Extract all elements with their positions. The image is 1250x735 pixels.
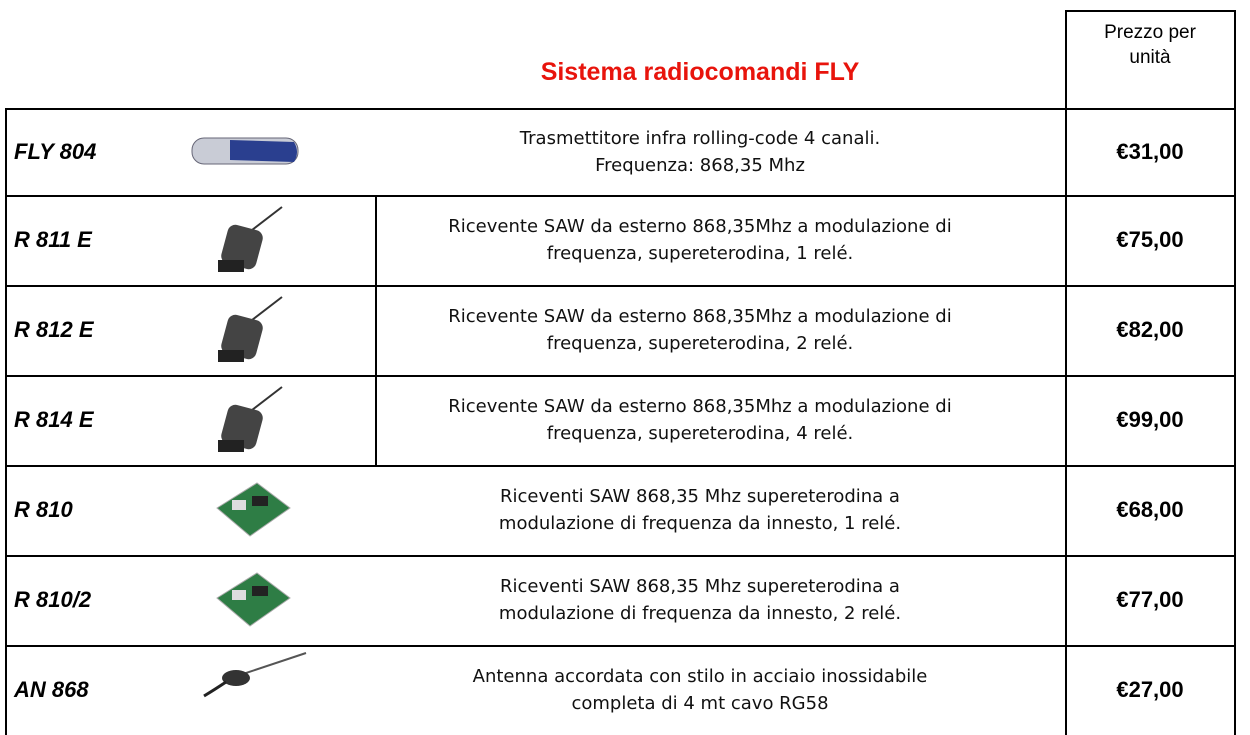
description-line: Frequenza: 868,35 Mhz	[595, 154, 805, 176]
receiver-icon	[218, 296, 283, 362]
description: Ricevente SAW da esterno 868,35Mhz a mod…	[340, 213, 1060, 267]
product-code: R 811 E	[14, 227, 92, 252]
description-line: Riceventi SAW 868,35 Mhz supereterodina …	[500, 486, 900, 507]
border	[5, 285, 1236, 287]
price: €82,00	[1116, 317, 1184, 342]
border	[1065, 10, 1067, 108]
description-line: Ricevente SAW da esterno 868,35Mhz a mod…	[448, 396, 952, 417]
description: Ricevente SAW da esterno 868,35Mhz a mod…	[340, 393, 1060, 447]
title: Sistema radiocomandi FLY	[540, 58, 860, 86]
price-heading: Prezzo per unità	[1066, 20, 1234, 70]
price: €31,00	[1116, 138, 1184, 164]
description-line: frequenza, supereterodina, 2 relé.	[546, 333, 854, 354]
price: €99,00	[1116, 407, 1184, 432]
border	[1234, 375, 1236, 465]
description-line: Trasmettitore infra rolling-code 4 canal…	[519, 127, 881, 149]
product-code: R 810	[14, 497, 73, 522]
border	[1234, 285, 1236, 375]
description: Riceventi SAW 868,35 Mhz supereterodina …	[340, 483, 1060, 537]
border	[1234, 10, 1236, 108]
price: €27,00	[1116, 677, 1184, 702]
border	[1065, 285, 1067, 375]
receiver-icon	[218, 206, 283, 272]
border	[375, 195, 377, 285]
description: Trasmettitore infra rolling-code 4 canal…	[340, 125, 1060, 179]
border	[1065, 195, 1067, 285]
price: €77,00	[1116, 587, 1184, 612]
border	[5, 195, 7, 285]
border	[5, 555, 7, 645]
border	[5, 645, 7, 735]
description: Antenna accordata con stilo in acciaio i…	[340, 663, 1060, 717]
receiver-icon	[218, 386, 283, 452]
description-line: Ricevente SAW da esterno 868,35Mhz a mod…	[448, 216, 952, 237]
price: €75,00	[1116, 227, 1184, 252]
border	[375, 375, 377, 465]
board-icon	[216, 482, 291, 537]
border	[1065, 10, 1236, 12]
border	[5, 465, 1236, 467]
border	[5, 108, 1236, 110]
product-code: R 810/2	[14, 587, 92, 612]
product-code: AN 868	[14, 677, 89, 702]
description-line: completa di 4 mt cavo RG58	[571, 693, 829, 714]
border	[1065, 555, 1067, 645]
price: €68,00	[1116, 497, 1184, 522]
description-line: frequenza, supereterodina, 4 relé.	[546, 423, 854, 444]
description-line: frequenza, supereterodina, 1 relé.	[546, 243, 854, 264]
product-code: R 814 E	[14, 407, 94, 432]
border	[1234, 465, 1236, 555]
border	[5, 195, 1236, 197]
border	[1234, 555, 1236, 645]
border	[5, 465, 7, 555]
description-line: modulazione di frequenza da innesto, 2 r…	[498, 603, 902, 624]
product-code: R 812 E	[14, 317, 94, 342]
border	[5, 285, 7, 375]
border	[5, 108, 7, 195]
page: Sistema radiocomandi FLY Prezzo per unità…	[5, 10, 1236, 735]
border	[1065, 465, 1067, 555]
description-line: modulazione di frequenza da innesto, 1 r…	[498, 513, 902, 534]
border	[5, 375, 1236, 377]
border	[5, 645, 1236, 647]
product-code: FLY 804	[14, 138, 97, 164]
price-heading-line: unità	[1129, 47, 1171, 68]
border	[5, 375, 7, 465]
description-line: Ricevente SAW da esterno 868,35Mhz a mod…	[448, 306, 952, 327]
border	[1234, 195, 1236, 285]
border	[1234, 108, 1236, 195]
antenna-icon	[203, 652, 307, 698]
border	[1234, 645, 1236, 735]
border	[1065, 108, 1067, 195]
border	[375, 285, 377, 375]
board-icon	[216, 572, 291, 627]
description-line: Antenna accordata con stilo in acciaio i…	[472, 666, 928, 687]
price-heading-line: Prezzo per	[1104, 22, 1196, 43]
border	[1065, 645, 1067, 735]
border	[1065, 375, 1067, 465]
remote-icon	[191, 137, 299, 165]
description: Ricevente SAW da esterno 868,35Mhz a mod…	[340, 303, 1060, 357]
description: Riceventi SAW 868,35 Mhz supereterodina …	[340, 573, 1060, 627]
border	[5, 555, 1236, 557]
description-line: Riceventi SAW 868,35 Mhz supereterodina …	[500, 576, 900, 597]
